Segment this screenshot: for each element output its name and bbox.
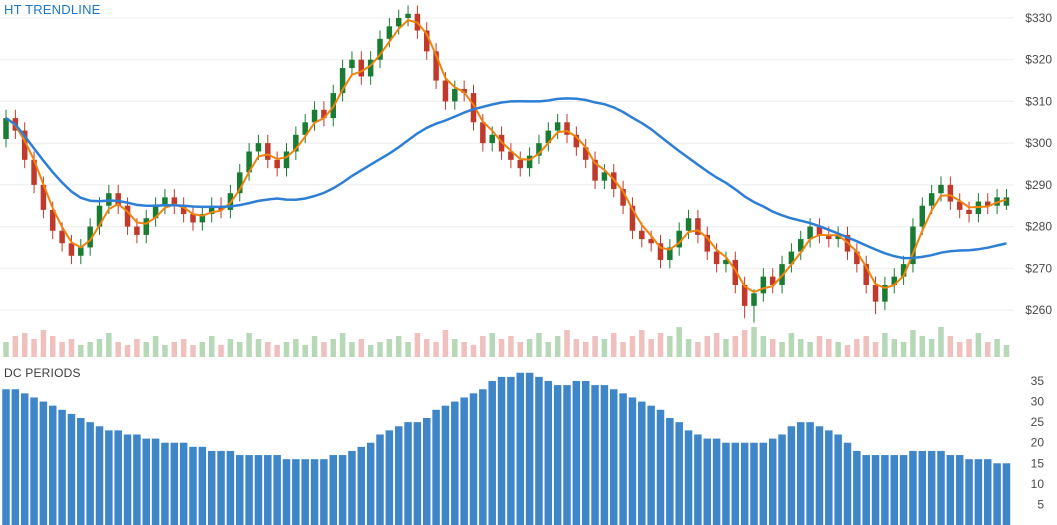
svg-text:35: 35 <box>1031 374 1045 388</box>
svg-text:20: 20 <box>1031 436 1045 450</box>
ht-trendline-line <box>5 19 1007 294</box>
svg-text:30: 30 <box>1031 395 1045 409</box>
svg-text:$320: $320 <box>1025 53 1052 67</box>
dc-axis-labels: 35 30 25 20 15 10 5 <box>1031 374 1045 511</box>
svg-text:$330: $330 <box>1025 11 1052 25</box>
price-axis-labels: $330 $320 $310 $300 $290 $280 $270 $260 <box>1025 11 1052 317</box>
svg-text:$260: $260 <box>1025 303 1052 317</box>
price-grid <box>0 17 1014 311</box>
price-panel-title: HT TRENDLINE <box>4 2 101 17</box>
svg-text:25: 25 <box>1031 415 1045 429</box>
volume-bars <box>3 327 1010 357</box>
svg-text:$280: $280 <box>1025 220 1052 234</box>
moving-average-line <box>5 97 1007 260</box>
svg-text:$290: $290 <box>1025 178 1052 192</box>
svg-text:$270: $270 <box>1025 261 1052 275</box>
svg-text:10: 10 <box>1031 477 1045 491</box>
svg-text:$300: $300 <box>1025 136 1052 150</box>
svg-text:5: 5 <box>1037 497 1044 511</box>
candles <box>3 5 1010 323</box>
dc-period-bars <box>2 372 1011 525</box>
svg-text:$310: $310 <box>1025 94 1052 108</box>
dc-panel-title: DC PERIODS <box>4 366 81 380</box>
svg-text:15: 15 <box>1031 456 1045 470</box>
